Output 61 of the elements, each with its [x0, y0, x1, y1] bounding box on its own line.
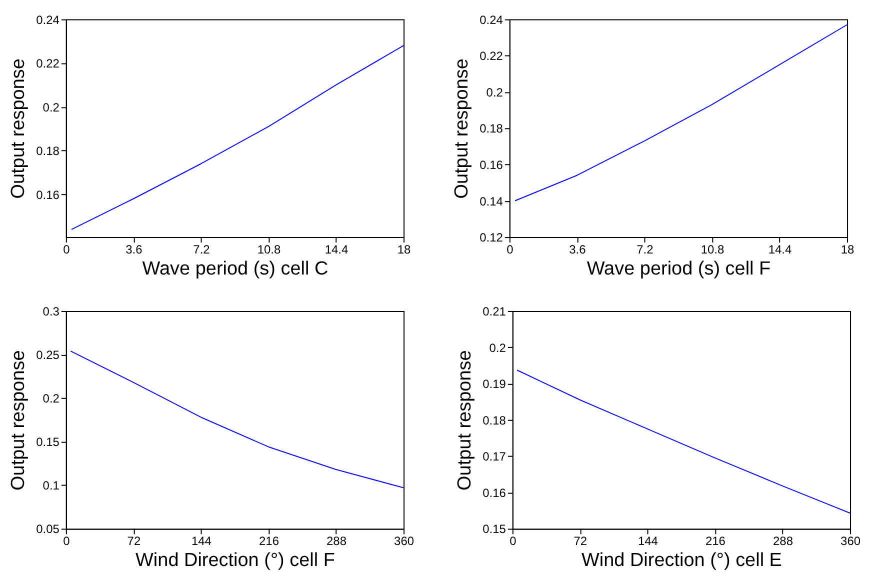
x-tick-label: 0: [63, 534, 70, 548]
x-tick-label: 144: [638, 534, 658, 548]
y-tick-label: 0.22: [480, 49, 504, 64]
x-axis-title: Wave period (s) cell C: [142, 258, 328, 280]
x-tick-label: 14.4: [324, 242, 349, 257]
y-tick-label: 0.2: [489, 340, 506, 355]
x-tick-label: 216: [705, 534, 726, 548]
x-axis-title: Wind Direction (°) cell E: [581, 550, 782, 572]
x-tick-label: 288: [773, 534, 794, 548]
x-tick-label: 18: [840, 242, 855, 257]
x-tick-label: 0: [63, 242, 70, 257]
x-tick-label: 0: [510, 534, 517, 548]
y-axis-title: Output response: [452, 58, 473, 199]
x-tick-label: 72: [574, 534, 588, 548]
x-tick-label: 144: [191, 534, 212, 548]
y-tick-label: 0.3: [42, 304, 60, 318]
line-series: [516, 370, 851, 514]
x-tick-label: 3.6: [126, 242, 143, 257]
y-tick-label: 0.17: [482, 450, 506, 464]
line-series: [71, 45, 404, 230]
x-axis-title: Wave period (s) cell F: [586, 258, 771, 280]
line-series: [514, 24, 848, 202]
y-tick-label: 0.24: [36, 12, 60, 27]
x-tick-label: 10.8: [257, 242, 281, 257]
y-tick-label: 0.22: [36, 56, 60, 71]
y-tick-label: 0.18: [36, 144, 60, 158]
y-tick-label: 0.25: [36, 348, 60, 362]
x-tick-label: 10.8: [700, 242, 724, 257]
x-tick-label: 72: [127, 534, 141, 548]
y-tick-label: 0.05: [36, 522, 60, 536]
x-tick-label: 18: [397, 242, 412, 257]
y-tick-label: 0.16: [36, 188, 60, 202]
y-tick-label: 0.12: [480, 230, 504, 245]
x-axis-title: Wind Direction (°) cell F: [136, 550, 335, 572]
x-tick-label: 14.4: [768, 242, 792, 257]
y-tick-label: 0.15: [482, 522, 506, 536]
y-tick-label: 0.16: [482, 486, 506, 500]
y-axis-title: Output response: [454, 350, 476, 490]
x-tick-label: 3.6: [569, 242, 586, 257]
line-series: [70, 350, 404, 488]
y-tick-label: 0.24: [480, 12, 504, 27]
x-tick-label: 7.2: [636, 242, 654, 257]
y-tick-label: 0.2: [42, 392, 60, 406]
y-tick-label: 0.2: [42, 100, 60, 114]
y-tick-label: 0.18: [482, 413, 506, 428]
y-tick-label: 0.18: [480, 122, 504, 136]
x-tick-label: 0: [506, 242, 514, 257]
y-tick-label: 0.15: [36, 435, 60, 450]
x-tick-label: 7.2: [193, 242, 210, 257]
y-axis-title: Output response: [8, 350, 30, 490]
y-tick-label: 0.14: [480, 194, 504, 208]
y-tick-label: 0.21: [482, 304, 506, 318]
x-tick-label: 216: [259, 534, 280, 548]
x-tick-label: 288: [326, 534, 347, 548]
y-axis-title: Output response: [8, 58, 30, 199]
x-tick-label: 360: [840, 534, 861, 548]
y-tick-label: 0.16: [480, 158, 504, 172]
y-tick-label: 0.2: [486, 85, 504, 100]
y-tick-label: 0.19: [482, 377, 506, 392]
y-tick-label: 0.1: [42, 478, 60, 493]
x-tick-label: 360: [394, 534, 414, 548]
